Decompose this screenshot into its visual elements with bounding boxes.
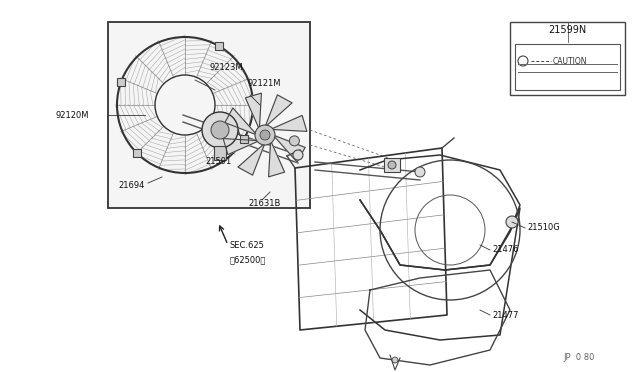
Circle shape (255, 125, 275, 145)
Text: 92121M: 92121M (248, 78, 282, 87)
Text: 21599N: 21599N (548, 25, 587, 35)
Text: JP  0 80: JP 0 80 (564, 353, 595, 362)
Bar (108, 22, 310, 208)
Bar (117, 78, 125, 86)
Bar (510, 22, 625, 95)
Circle shape (260, 130, 270, 140)
Circle shape (388, 161, 396, 169)
Text: 92120M: 92120M (55, 110, 88, 119)
Polygon shape (273, 135, 305, 162)
Text: SEC.625: SEC.625 (230, 241, 265, 250)
Polygon shape (245, 93, 261, 129)
Polygon shape (271, 115, 307, 131)
Polygon shape (269, 141, 285, 177)
Polygon shape (223, 139, 259, 155)
Circle shape (211, 121, 229, 139)
Text: 21477: 21477 (492, 311, 518, 320)
Text: 21510G: 21510G (527, 224, 560, 232)
Polygon shape (265, 95, 292, 127)
Bar (384, 158, 400, 172)
Text: 92123M: 92123M (210, 64, 244, 73)
Circle shape (392, 357, 398, 363)
Text: CAUTION: CAUTION (553, 57, 588, 65)
Bar (240, 135, 248, 143)
Circle shape (289, 136, 300, 146)
Text: 21476: 21476 (492, 246, 518, 254)
Polygon shape (225, 108, 257, 135)
Polygon shape (238, 143, 265, 175)
Circle shape (415, 167, 425, 177)
Circle shape (202, 112, 238, 148)
Bar (515, 44, 620, 90)
Text: 21591: 21591 (205, 157, 231, 167)
Text: 〈62500〉: 〈62500〉 (230, 255, 266, 264)
Bar (214, 146, 226, 160)
Circle shape (506, 216, 518, 228)
Bar (133, 149, 141, 157)
Circle shape (293, 150, 303, 160)
Text: 21631B: 21631B (248, 199, 280, 208)
Bar (215, 42, 223, 50)
Text: 21694: 21694 (118, 180, 145, 189)
